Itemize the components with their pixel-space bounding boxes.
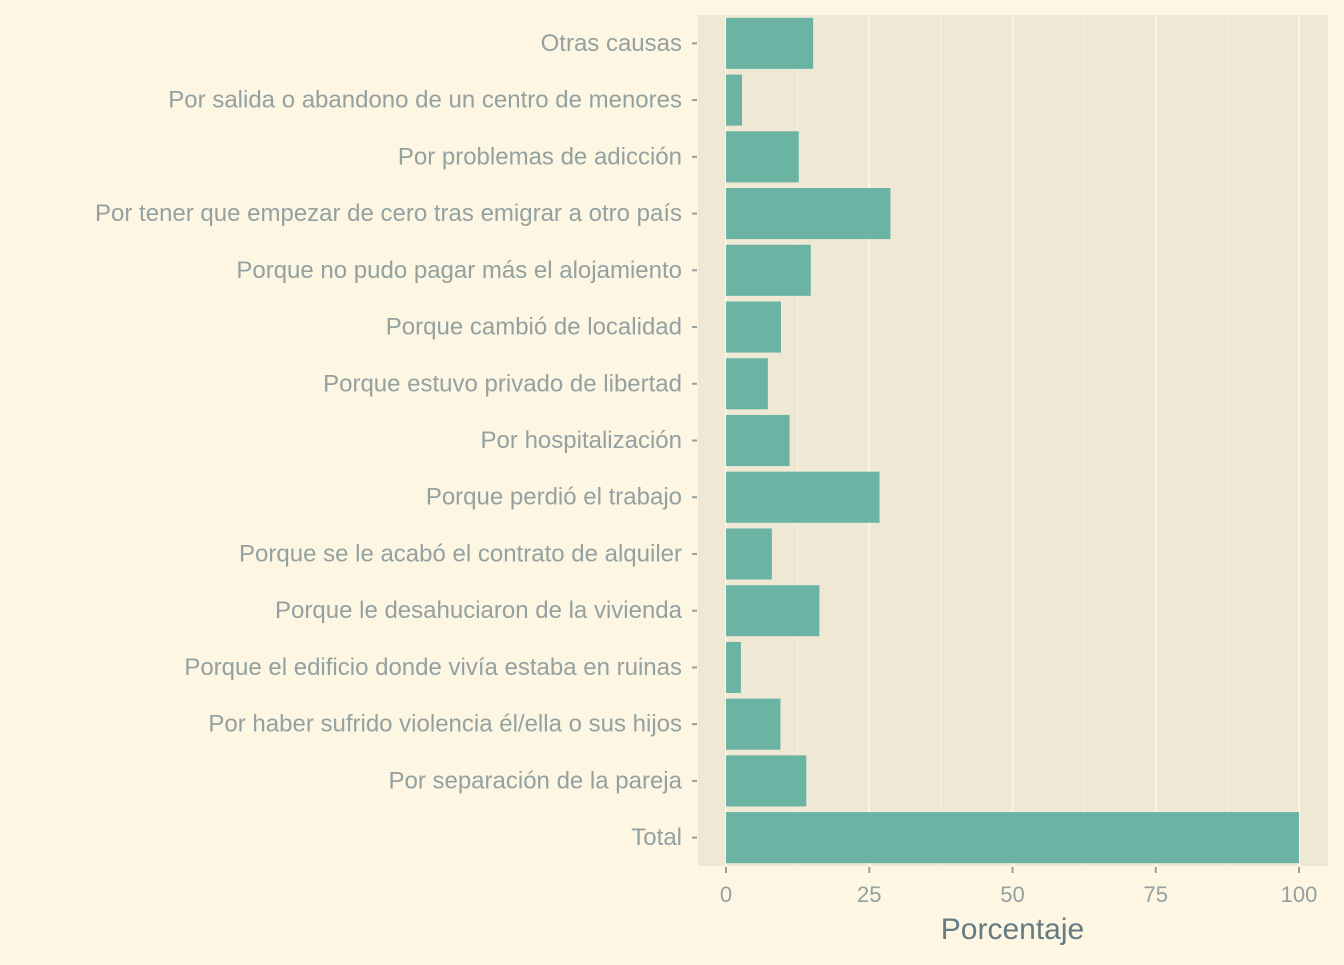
x-tick-label: 25 xyxy=(857,882,881,907)
y-tick-label: Porque le desahuciaron de la vivienda xyxy=(275,597,683,624)
bar xyxy=(726,188,891,240)
bars xyxy=(726,17,1299,864)
bar xyxy=(726,528,772,580)
bar xyxy=(726,244,811,296)
grid-lines xyxy=(725,15,1300,866)
bar xyxy=(726,17,814,69)
y-tick-label: Por tener que empezar de cero tras emigr… xyxy=(95,200,682,227)
bar xyxy=(726,698,781,750)
x-axis: 0 25 50 75 100 xyxy=(720,867,1317,907)
y-tick-label: Por salida o abandono de un centro de me… xyxy=(168,87,682,114)
y-tick-label: Por haber sufrido violencia él/ella o su… xyxy=(208,711,682,738)
y-tick-label: Por problemas de adicción xyxy=(398,143,682,170)
x-tick-label: 100 xyxy=(1281,882,1318,907)
bar xyxy=(726,301,782,353)
x-tick-label: 75 xyxy=(1144,882,1168,907)
bar xyxy=(726,414,790,467)
bar xyxy=(726,812,1299,864)
y-tick-label: Otras causas xyxy=(541,30,682,57)
bar xyxy=(726,585,820,637)
bar xyxy=(726,755,807,807)
y-tick-label: Total xyxy=(631,824,682,851)
bar xyxy=(726,358,768,410)
y-tick-label: Porque el edificio donde vivía estaba en… xyxy=(184,654,682,681)
y-tick-label: Porque cambió de localidad xyxy=(386,314,682,341)
x-tick-label: 0 xyxy=(720,882,732,907)
x-axis-title: Porcentaje xyxy=(941,913,1084,946)
y-tick-label: Por hospitalización xyxy=(481,427,682,454)
y-tick-label: Por separación de la pareja xyxy=(388,767,682,794)
x-tick-label: 50 xyxy=(1000,882,1024,907)
y-tick-label: Porque estuvo privado de libertad xyxy=(323,370,682,397)
bar xyxy=(726,641,741,693)
bar xyxy=(726,131,799,183)
y-axis: Otras causas Por salida o abandono de un … xyxy=(95,30,697,851)
y-tick-label: Porque se le acabó el contrato de alquil… xyxy=(239,540,682,567)
y-tick-label: Porque no pudo pagar más el alojamiento xyxy=(236,257,682,284)
bar xyxy=(726,74,743,126)
bar xyxy=(726,471,880,523)
y-tick-label: Porque perdió el trabajo xyxy=(426,484,682,511)
